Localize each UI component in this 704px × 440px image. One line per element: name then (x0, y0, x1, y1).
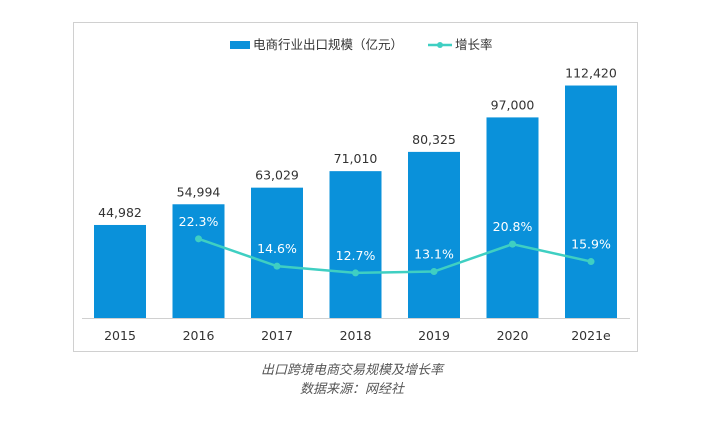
growth-label: 13.1% (414, 246, 454, 261)
bar-value-label: 97,000 (491, 97, 535, 112)
growth-label: 20.8% (493, 219, 533, 234)
bar (172, 204, 225, 318)
growth-point (352, 269, 359, 277)
bar-value-label: 44,982 (98, 205, 142, 220)
x-tick-label: 2021e (571, 328, 611, 343)
x-tick-label: 2019 (418, 328, 450, 343)
growth-point (587, 258, 595, 266)
growth-label: 15.9% (571, 237, 611, 252)
growth-point (430, 267, 438, 275)
x-tick-label: 2016 (183, 328, 215, 343)
growth-point (273, 262, 281, 270)
bar-value-label: 80,325 (412, 132, 456, 147)
bar (329, 171, 382, 318)
legend-bar-swatch (230, 41, 250, 49)
chart-source: 数据来源：网经社 (299, 382, 404, 397)
x-tick-label: 2018 (340, 328, 372, 343)
chart-frame (73, 22, 638, 352)
bar-value-label: 112,420 (565, 66, 617, 81)
x-tick-label: 2020 (497, 328, 529, 343)
bar (251, 187, 303, 318)
bar (408, 151, 460, 318)
x-tick-label: 2015 (104, 328, 136, 343)
bar-value-label: 63,029 (255, 168, 299, 183)
growth-label: 12.7% (336, 248, 376, 263)
legend-bar-label: 电商行业出口规模（亿元） (253, 37, 403, 52)
bar (565, 85, 617, 318)
growth-label: 14.6% (257, 241, 297, 256)
bar-value-label: 54,994 (177, 184, 221, 199)
growth-point (509, 240, 516, 248)
x-tick-label: 2017 (261, 328, 293, 343)
bar-value-label: 71,010 (334, 151, 378, 166)
growth-point (195, 235, 202, 243)
chart-caption: 出口跨境电商交易规模及增长率 (260, 363, 443, 378)
growth-line (198, 237, 592, 275)
bar (94, 224, 146, 318)
legend-line-label: 增长率 (455, 37, 493, 52)
bar (486, 117, 539, 319)
legend-line-marker (437, 42, 443, 48)
growth-label: 22.3% (179, 214, 219, 229)
